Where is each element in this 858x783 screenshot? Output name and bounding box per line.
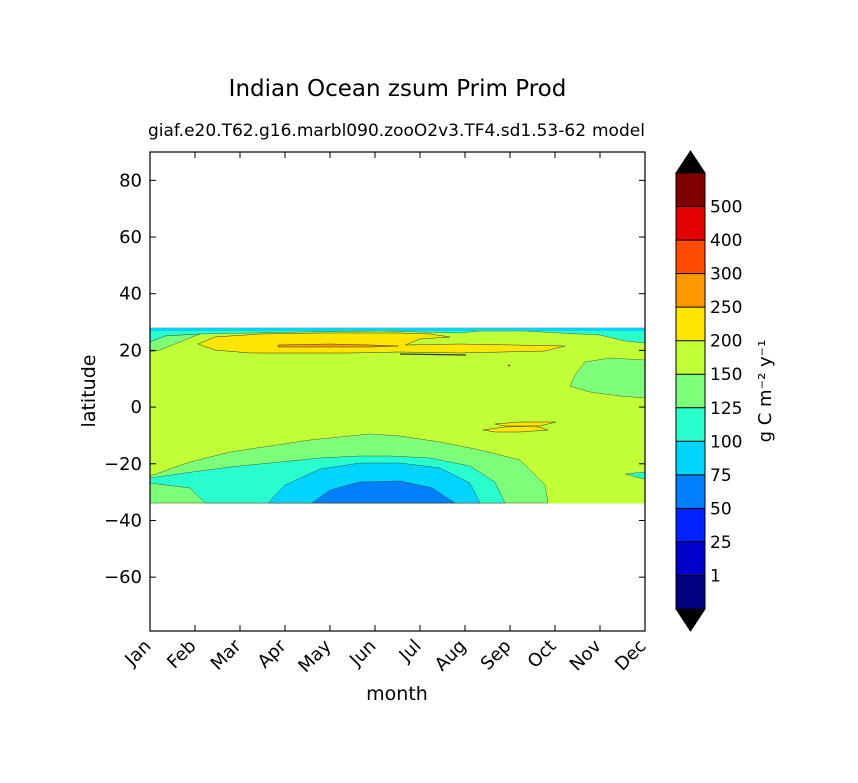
colorbar-segment	[676, 206, 705, 241]
x-tick-label: Jul	[395, 636, 426, 667]
colorbar-segment	[676, 307, 705, 341]
colorbar-tick-label: 500	[710, 198, 742, 218]
y-axis-ticks: 80 60 40 20 0 −20 −40 −60	[104, 170, 645, 588]
contour-line-small	[399, 353, 467, 356]
colorbar-segment	[676, 407, 705, 442]
x-tick-label: Nov	[566, 635, 606, 675]
colorbar-tick-label: 100	[710, 432, 742, 452]
x-tick-label: Aug	[431, 636, 471, 676]
region-northern-maximum	[197, 332, 566, 354]
y-tick-label: 40	[119, 284, 142, 305]
x-tick-label: Jan	[120, 636, 155, 671]
colorbar-tick-label: 1	[710, 566, 721, 586]
x-tick-label: Oct	[524, 636, 561, 673]
colorbar-tick-label: 150	[710, 365, 742, 385]
colorbar-tick-label: 50	[710, 499, 732, 519]
colorbar-segment	[676, 240, 705, 274]
y-tick-label: −40	[104, 510, 142, 531]
region-east-lowband	[569, 357, 645, 399]
colorbar-tick-label: 300	[710, 265, 742, 285]
region-southeast-spot	[482, 421, 557, 433]
chart-subtitle-run: giaf.e20.T62.g16.marbl090.zooO2v3.TF4.sd…	[148, 121, 587, 141]
colorbar-segment	[676, 508, 705, 542]
x-tick-label: May	[294, 635, 335, 676]
colorbar-tick-label: 200	[710, 332, 742, 352]
x-tick-label: Sep	[477, 636, 516, 675]
region-north-lowband	[150, 333, 201, 353]
colorbar-segment	[676, 374, 705, 408]
colorbar-label: g C m⁻² y⁻¹	[755, 340, 776, 443]
y-tick-label: 0	[131, 397, 142, 418]
colorbar-extend-top	[675, 150, 706, 174]
colorbar-tick-label: 250	[710, 298, 742, 318]
x-tick-label: Feb	[163, 636, 200, 673]
colorbar-segment	[676, 575, 705, 609]
colorbar-tick-label: 125	[710, 399, 742, 419]
colorbar-border	[675, 172, 706, 610]
region-south-contour-4	[311, 480, 456, 504]
x-tick-label: Apr	[254, 635, 291, 672]
colorbar-tick-label: 75	[710, 466, 732, 486]
colorbar-segment	[676, 340, 705, 375]
contour-fill-layer	[150, 327, 645, 504]
colorbar-tick-label: 400	[710, 231, 742, 251]
colorbar-tick-label: 25	[710, 533, 732, 553]
colorbar-segment	[676, 173, 705, 207]
colorbar-segment	[676, 541, 705, 576]
colorbar-segment	[676, 441, 705, 475]
plot-border	[149, 151, 646, 632]
y-tick-label: 20	[119, 340, 142, 361]
x-axis-label: month	[366, 683, 428, 705]
colorbar-extend-bottom	[675, 608, 706, 632]
chart-subtitle-model: model	[592, 121, 645, 141]
colorbar-segment	[676, 474, 705, 509]
region-north-edge-strip	[150, 328, 645, 331]
y-tick-label: 80	[119, 170, 142, 191]
y-tick-label: −60	[104, 567, 142, 588]
y-tick-label: −20	[104, 454, 142, 475]
x-tick-label: Mar	[207, 635, 246, 674]
x-tick-label: Dec	[611, 636, 650, 675]
chart-title: Indian Ocean zsum Prim Prod	[228, 76, 567, 102]
region-northern-peak	[277, 343, 399, 348]
contour-line-dot	[507, 364, 511, 367]
colorbar-segment	[676, 273, 705, 308]
y-tick-label: 60	[119, 227, 142, 248]
x-tick-label: Jun	[345, 636, 380, 671]
plot-frame	[149, 151, 646, 632]
y-axis-label: latitude	[78, 355, 100, 428]
